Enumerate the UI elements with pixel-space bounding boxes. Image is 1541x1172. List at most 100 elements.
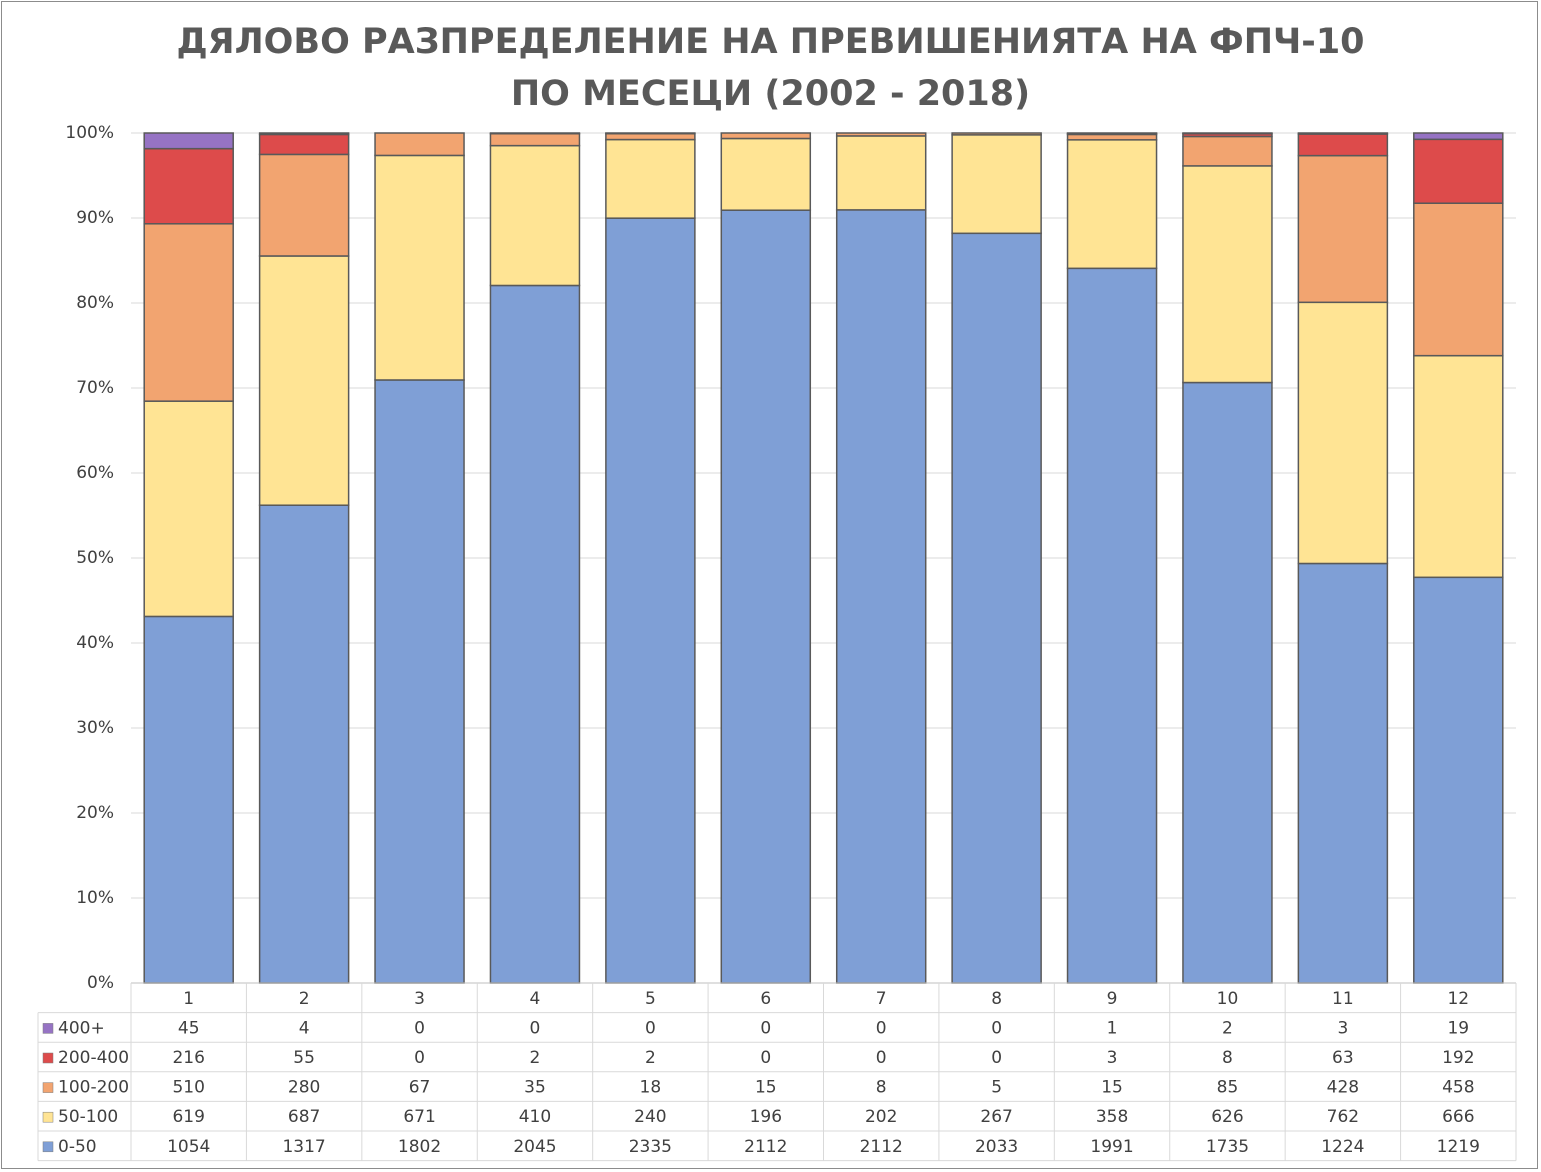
data-label: 1735 (1206, 1137, 1249, 1157)
bar-segment (835, 135, 927, 211)
x-tick-label: 12 (1447, 989, 1469, 1009)
x-tick-label: 8 (991, 989, 1002, 1009)
data-label: 5 (991, 1078, 1002, 1098)
bar-stack-9 (1066, 132, 1158, 984)
bar-segment (1297, 301, 1389, 565)
bar-stack-8 (951, 132, 1042, 984)
bar-segment (605, 132, 696, 141)
bar-segment (1413, 132, 1504, 141)
bar-segment (1066, 139, 1158, 270)
bar-segment (720, 137, 812, 211)
data-label: 0 (645, 1018, 656, 1038)
legend-swatch (42, 1082, 54, 1093)
x-tick-label: 5 (645, 989, 656, 1009)
y-tick-label: 60% (76, 463, 114, 483)
y-tick-label: 80% (76, 293, 114, 313)
y-tick-label: 50% (76, 548, 114, 568)
data-label: 2335 (629, 1137, 672, 1157)
data-label: 216 (172, 1048, 204, 1068)
data-label: 1219 (1437, 1137, 1480, 1157)
data-label: 0 (991, 1018, 1002, 1038)
bar-stack-3 (374, 132, 465, 984)
bar-segment (374, 132, 465, 157)
bar-stack-11 (1297, 132, 1389, 984)
data-label: 619 (172, 1107, 204, 1127)
bar-stack-10 (1182, 132, 1273, 984)
bar-stack-1 (143, 132, 234, 984)
data-label: 4 (299, 1018, 310, 1038)
bar-segment (258, 133, 350, 156)
data-label: 1054 (167, 1137, 210, 1157)
data-label: 3 (1337, 1018, 1348, 1038)
bar-stack-2 (258, 132, 350, 984)
bar-segment (374, 379, 465, 984)
data-label: 0 (991, 1048, 1002, 1068)
data-label: 35 (524, 1078, 546, 1098)
bar-segment (258, 153, 350, 257)
data-label: 55 (293, 1048, 315, 1068)
bar-segment (258, 255, 350, 506)
legend-swatch (42, 1052, 54, 1064)
legend-swatch (42, 1023, 54, 1034)
data-label: 8 (876, 1078, 887, 1098)
y-tick-label: 20% (76, 803, 114, 823)
data-label: 2045 (513, 1137, 556, 1157)
data-label: 358 (1096, 1107, 1128, 1127)
bar-segment (489, 284, 581, 984)
bar-segment (258, 132, 350, 136)
bar-segment (951, 134, 1042, 235)
data-label: 666 (1442, 1107, 1474, 1127)
data-label: 687 (288, 1107, 320, 1127)
bar-segment (1413, 354, 1504, 579)
bar-segment (1182, 165, 1273, 384)
data-label: 202 (865, 1107, 897, 1127)
chart-title: ДЯЛОВО РАЗПРЕДЕЛЕНИЕ НА ПРЕВИШЕНИЯТА НА … (176, 22, 1365, 114)
data-label: 19 (1447, 1018, 1469, 1038)
bar-segment (835, 209, 927, 984)
data-label: 510 (172, 1078, 204, 1098)
data-label: 1991 (1090, 1137, 1133, 1157)
data-label: 196 (750, 1107, 782, 1127)
x-tick-label: 11 (1332, 989, 1354, 1009)
y-tick-label: 70% (76, 378, 114, 398)
data-label: 762 (1327, 1107, 1359, 1127)
data-label: 2033 (975, 1137, 1018, 1157)
x-tick-label: 10 (1217, 989, 1239, 1009)
bar-segment (1182, 381, 1273, 984)
bar-stack-12 (1413, 132, 1504, 984)
bar-segment (489, 132, 581, 147)
y-axis: 0% 10% 20% 30% 40% 50% 60% 70% 80% 90% 100% (65, 123, 114, 993)
data-label: 0 (876, 1048, 887, 1068)
bar-segment (1297, 132, 1389, 135)
data-label: 0 (760, 1048, 771, 1068)
bar-segment (1182, 132, 1273, 135)
bar-segment (951, 232, 1042, 984)
data-label: 18 (640, 1078, 662, 1098)
data-label: 0 (414, 1048, 425, 1068)
x-tick-label: 1 (183, 989, 194, 1009)
x-tick-label: 7 (876, 989, 887, 1009)
bar-segment (258, 504, 350, 984)
data-label: 45 (178, 1018, 200, 1038)
bar-segment (951, 132, 1042, 136)
bar-segment (143, 400, 234, 618)
data-label: 1 (1107, 1018, 1118, 1038)
data-label: 2112 (744, 1137, 787, 1157)
bar-stacks (143, 132, 1504, 984)
bar-segment (605, 138, 696, 219)
bar-segment (1066, 267, 1158, 984)
data-label: 2 (645, 1048, 656, 1068)
data-label: 1317 (282, 1137, 325, 1157)
bar-segment (1297, 562, 1389, 984)
data-label: 192 (1442, 1048, 1474, 1068)
legend-entry: 400+ (58, 1018, 105, 1038)
data-label: 1224 (1321, 1137, 1364, 1157)
x-tick-label: 3 (414, 989, 425, 1009)
bar-segment (1413, 576, 1504, 984)
legend-entry: 100-200 (58, 1078, 129, 1098)
bar-segment (1182, 135, 1273, 167)
data-label: 15 (755, 1078, 777, 1098)
bar-segment (143, 132, 234, 150)
